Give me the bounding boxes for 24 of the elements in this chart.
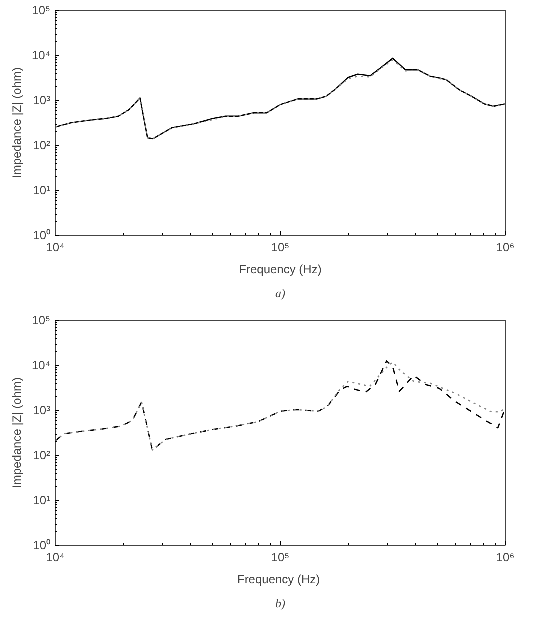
x-tick-label: 10⁶ <box>496 550 515 564</box>
y-tick-label: 10² <box>33 138 51 152</box>
y-tick-label: 10¹ <box>33 184 51 198</box>
x-tick-label: 10⁶ <box>496 240 515 254</box>
y-tick-label: 10⁴ <box>32 48 51 62</box>
x-axis-title: Frequency (Hz) <box>237 572 320 586</box>
y-tick-label: 10¹ <box>33 494 51 508</box>
y-axis-title: Impedance |Z| (ohm) <box>10 378 24 488</box>
x-tick-label: 10⁵ <box>271 550 290 564</box>
y-tick-label: 10⁰ <box>33 538 51 552</box>
y-tick-label: 10³ <box>33 404 51 418</box>
y-tick-label: 10⁰ <box>33 228 51 242</box>
y-tick-label: 10⁴ <box>32 358 51 372</box>
x-tick-label: 10⁴ <box>46 550 65 564</box>
y-tick-label: 10³ <box>33 94 51 108</box>
text: a) <box>276 286 286 300</box>
y-axis-title: Impedance |Z| (ohm) <box>10 68 24 178</box>
x-tick-label: 10⁵ <box>271 240 290 254</box>
x-axis-title: Frequency (Hz) <box>239 262 322 276</box>
x-tick-label: 10⁴ <box>46 240 65 254</box>
y-tick-label: 10⁵ <box>32 4 51 18</box>
y-tick-label: 10⁵ <box>32 314 51 328</box>
text: b) <box>276 596 286 610</box>
y-tick-label: 10² <box>33 448 51 462</box>
